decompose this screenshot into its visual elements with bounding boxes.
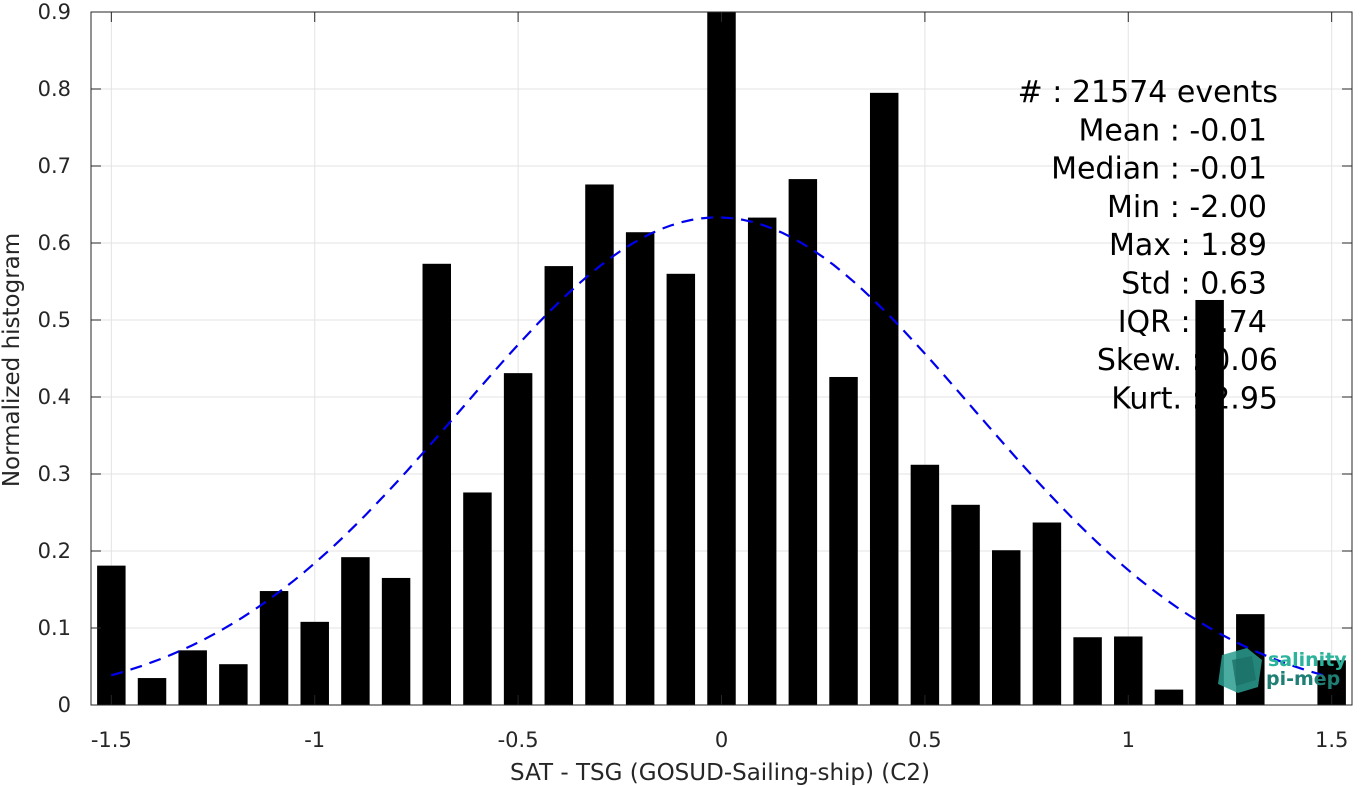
y-tick-labels: 0 0.1 0.2 0.3 0.4 0.5 0.6 0.7 0.8 0.9 [38, 0, 71, 717]
stats-line: # : 21574 events [1018, 75, 1278, 110]
histogram-bar [463, 492, 492, 705]
y-tick-label: 0.7 [38, 154, 71, 178]
y-tick-label: 0.8 [38, 77, 71, 101]
x-tick-label: 1.5 [1315, 728, 1348, 752]
histogram-bar [1073, 637, 1102, 705]
stats-line: IQR : 0.74 [1118, 305, 1267, 340]
stats-line: Skew. : 0.06 [1097, 343, 1278, 378]
y-tick-label: 0.4 [38, 385, 71, 409]
histogram-bar [666, 273, 696, 705]
histogram-bar [1154, 689, 1184, 705]
x-tick-label: -1 [304, 728, 325, 752]
y-tick-label: 0.2 [38, 539, 71, 563]
histogram-bar [910, 464, 940, 705]
histogram-bar [869, 92, 899, 706]
histogram-bar [341, 557, 370, 705]
y-tick-label: 0.9 [38, 0, 71, 24]
histogram-bar [585, 184, 614, 706]
histogram-bar [829, 376, 858, 705]
histogram-bar [1195, 299, 1224, 705]
x-axis-label: SAT - TSG (GOSUD-Sailing-ship) (C2) [510, 760, 930, 786]
histogram-bar [137, 678, 167, 705]
histogram-bar [178, 650, 207, 705]
stats-line: Median : -0.01 [1051, 152, 1267, 187]
logo-text-line1: salinity [1268, 649, 1347, 671]
histogram-bar [707, 12, 736, 705]
histogram-bar [219, 664, 248, 705]
histogram-bar [747, 217, 777, 705]
stats-line: Max : 1.89 [1109, 228, 1267, 263]
gaussian-fit-curve [110, 216, 1332, 679]
stats-line: Kurt. : 2.95 [1111, 381, 1278, 416]
x-tick-label: 1 [1122, 728, 1135, 752]
histogram-bar [992, 550, 1021, 705]
y-tick-label: 0.6 [38, 231, 71, 255]
axes-frame [90, 11, 1353, 706]
y-tick-label: 0.3 [38, 462, 71, 486]
salinity-pimep-logo: salinity pi-mep [1218, 648, 1347, 693]
histogram-bar [503, 373, 533, 705]
histogram-bar [300, 621, 329, 705]
x-tick-label: -1.5 [91, 728, 132, 752]
y-axis-label: Normalized histogram [0, 233, 25, 487]
y-tick-label: 0.1 [38, 616, 71, 640]
histogram-bar [951, 504, 980, 705]
histogram-bars [97, 12, 1346, 706]
stats-line: Min : -2.00 [1107, 190, 1267, 225]
histogram-bar [259, 591, 289, 705]
histogram-bar [788, 179, 818, 706]
y-tick-label: 0 [58, 693, 71, 717]
histogram-bar [544, 266, 574, 705]
stats-line: Std : 0.63 [1121, 267, 1267, 302]
x-tick-label: -0.5 [498, 728, 539, 752]
histogram-bar [97, 565, 126, 705]
histogram-bar [1032, 522, 1062, 705]
histogram-bar [381, 577, 411, 705]
histogram-bar [1114, 636, 1143, 705]
histogram-bar [422, 263, 451, 705]
y-tick-label: 0.5 [38, 308, 71, 332]
x-tick-label: 0.5 [908, 728, 941, 752]
x-tick-label: 0 [715, 728, 728, 752]
logo-text-line2: pi-mep [1266, 668, 1340, 690]
x-tick-labels: -1.5 -1 -0.5 0 0.5 1 1.5 [91, 728, 1349, 752]
stats-line: Mean : -0.01 [1078, 113, 1267, 148]
histogram-bar [625, 232, 655, 705]
